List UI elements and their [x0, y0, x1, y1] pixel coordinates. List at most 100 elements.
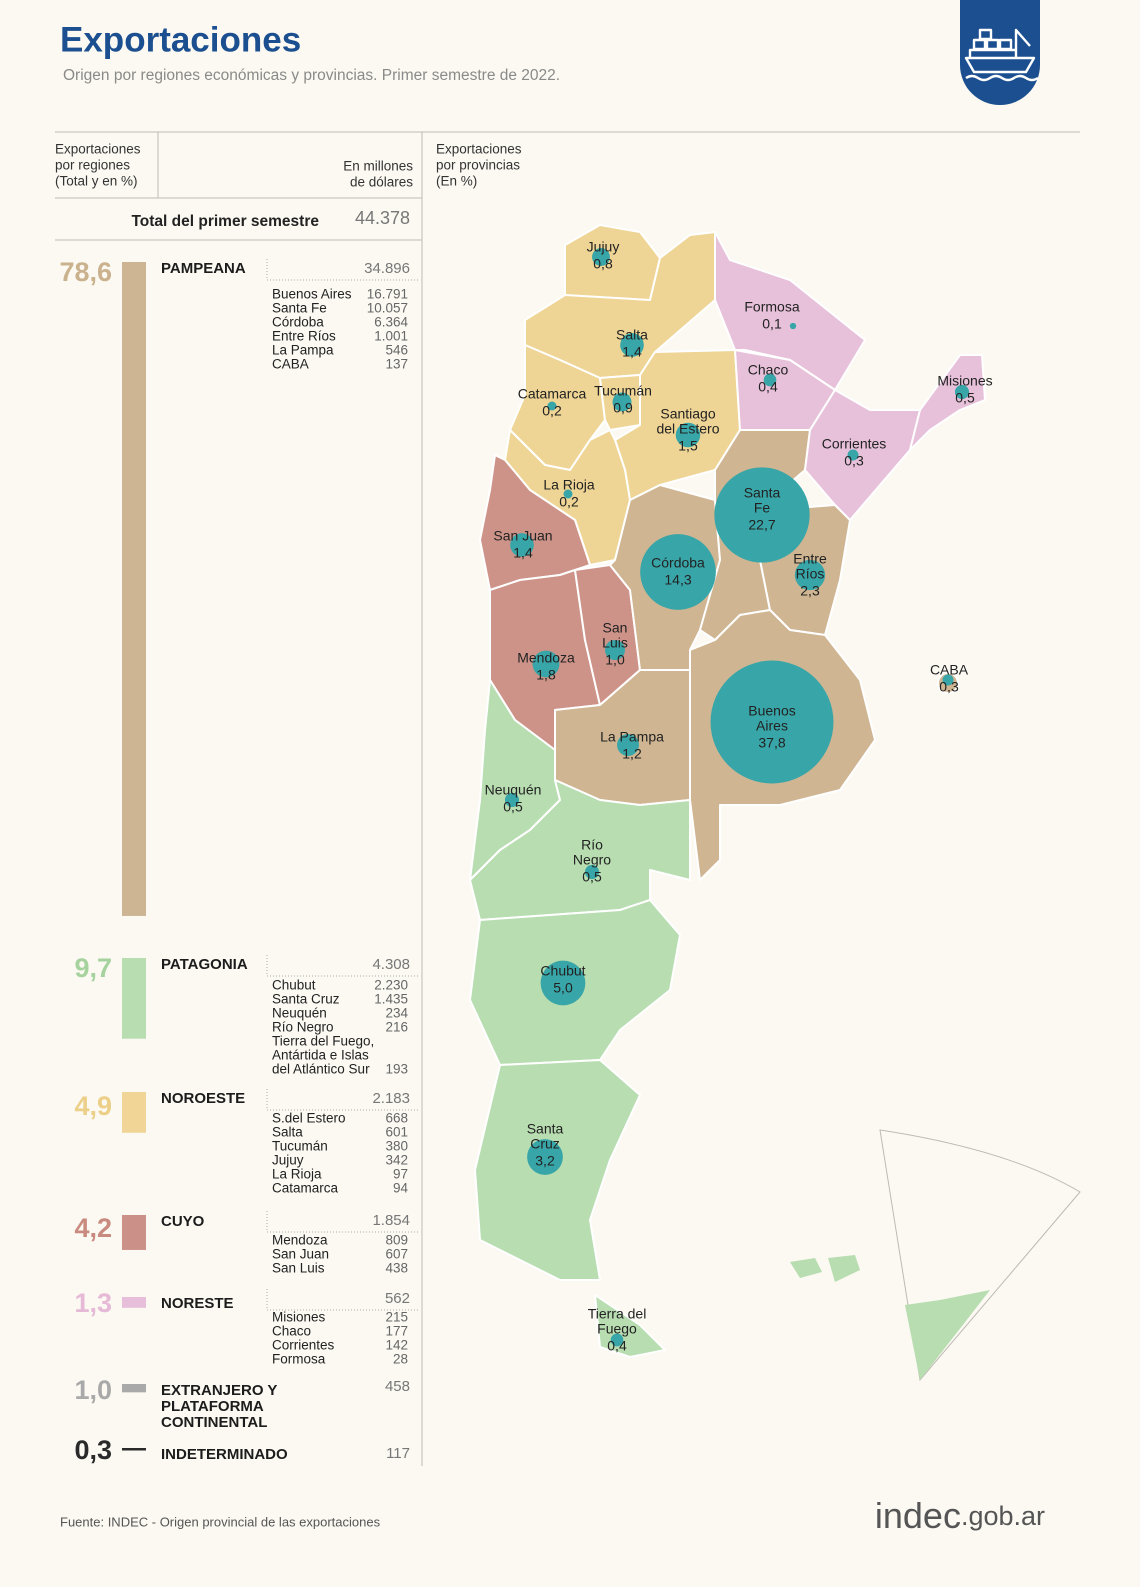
province-pct: 0,4	[758, 379, 778, 395]
province-label: Tucumán	[594, 383, 652, 399]
province-bubble	[640, 534, 716, 610]
province-value: 10.057	[367, 301, 408, 316]
source-note: Fuente: INDEC - Origen provincial de las…	[60, 1514, 381, 1529]
province-name: Santa Cruz	[272, 992, 340, 1007]
province-name: del Atlántico Sur	[272, 1062, 370, 1077]
province-value: 1.435	[374, 992, 408, 1007]
table-rules	[55, 131, 1080, 1466]
region-name: NORESTE	[161, 1295, 234, 1312]
province-pct: 0,3	[844, 453, 864, 469]
region-total: 562	[385, 1290, 410, 1307]
province-value: 234	[385, 1006, 408, 1021]
province-name: Formosa	[272, 1352, 326, 1367]
province-label: Catamarca	[518, 386, 587, 402]
region-total: 2.183	[372, 1090, 410, 1107]
region-pct: 4,2	[74, 1213, 112, 1243]
province-value: 607	[385, 1247, 408, 1262]
region-name: NOROESTE	[161, 1090, 245, 1107]
region-name: PLATAFORMA	[161, 1398, 264, 1415]
region-pct: 0,3	[74, 1435, 112, 1465]
province-pct: 14,3	[664, 572, 691, 588]
province-label: CABA	[930, 662, 969, 678]
province-value: 193	[385, 1062, 408, 1077]
province-label: Río	[581, 837, 603, 853]
province-label: Negro	[573, 852, 611, 868]
province-pct: 0,2	[559, 494, 579, 510]
province-pct: 1,0	[605, 652, 625, 668]
province-bubble	[763, 373, 777, 387]
province-name: Neuquén	[272, 1006, 327, 1021]
province-pct: 37,8	[758, 735, 785, 751]
province-pct: 22,7	[748, 517, 775, 533]
total-label: Total del primer semestre	[131, 213, 319, 230]
province-label: Corrientes	[822, 436, 887, 452]
region-pct: 9,7	[74, 953, 112, 983]
logo-badge	[960, 0, 1040, 105]
province-bubble	[612, 392, 632, 412]
province-pct: 0,3	[939, 679, 959, 695]
province-label: Formosa	[744, 299, 799, 315]
province-bubble	[510, 533, 534, 557]
province-pct: 3,2	[535, 1153, 555, 1169]
province-bubble	[504, 792, 520, 808]
region-total: 1.854	[372, 1212, 410, 1229]
province-bubble	[592, 248, 610, 266]
province-pct: 0,9	[613, 400, 633, 416]
province-bubble	[794, 559, 826, 591]
province-label: La Rioja	[543, 477, 595, 493]
province-pct: 5,0	[553, 980, 573, 996]
province-label: Luis	[602, 635, 628, 651]
province-pct: 0,5	[582, 869, 602, 885]
province-value: 546	[385, 343, 408, 358]
province-name: CABA	[272, 357, 309, 372]
province-label: Ríos	[796, 566, 825, 582]
region-bar	[122, 262, 146, 916]
region-total: 4.308	[372, 956, 410, 973]
province-label: Chaco	[748, 362, 789, 378]
column-header: (Total y en %)	[55, 174, 138, 189]
column-header: En millones	[343, 159, 413, 174]
province-pct: 0,8	[593, 256, 613, 272]
province-pct: 0,5	[503, 799, 523, 815]
region-bar	[122, 958, 146, 1039]
province-label: Cruz	[530, 1136, 560, 1152]
province-bubble	[617, 734, 639, 756]
province-label: La Pampa	[600, 729, 664, 745]
province-bubble	[942, 674, 954, 686]
title: Exportaciones	[60, 20, 301, 59]
province-label: Aires	[756, 718, 788, 734]
province-pct: 0,2	[542, 403, 562, 419]
province-name: Entre Ríos	[272, 329, 336, 344]
province-name: Buenos Aires	[272, 287, 352, 302]
province-label: Chubut	[540, 963, 585, 979]
province-label: Buenos	[748, 703, 795, 719]
province-value: 215	[385, 1310, 408, 1325]
province-name: Jujuy	[272, 1153, 304, 1168]
province-value: 28	[393, 1352, 408, 1367]
province-pct: 0,1	[762, 316, 782, 332]
province-label: Santiago	[660, 406, 715, 422]
province-bubble	[710, 660, 834, 784]
province-label: Neuquén	[485, 782, 542, 798]
province-bubble	[584, 864, 600, 880]
column-header: de dólares	[350, 175, 413, 190]
province-bubble	[675, 422, 701, 448]
province-bubble	[563, 489, 573, 499]
province-pct: 2,3	[800, 583, 820, 599]
province-pct: 1,4	[513, 545, 533, 561]
province-value: 177	[385, 1324, 408, 1339]
subtitle: Origen por regiones económicas y provinc…	[63, 67, 560, 84]
province-bubble	[954, 384, 970, 400]
province-name: Salta	[272, 1125, 303, 1140]
province-label: Fuego	[597, 1321, 637, 1337]
province-label: Santa	[527, 1121, 564, 1137]
province-value: 342	[385, 1153, 408, 1168]
province-name: La Rioja	[272, 1167, 322, 1182]
region-bar	[122, 1297, 146, 1308]
province-bubble	[605, 640, 625, 660]
province-name: San Juan	[272, 1247, 329, 1262]
region-name: INDETERMINADO	[161, 1446, 288, 1463]
province-value: 1.001	[374, 329, 408, 344]
province-value: 668	[385, 1111, 408, 1126]
region-name: CUYO	[161, 1213, 205, 1230]
